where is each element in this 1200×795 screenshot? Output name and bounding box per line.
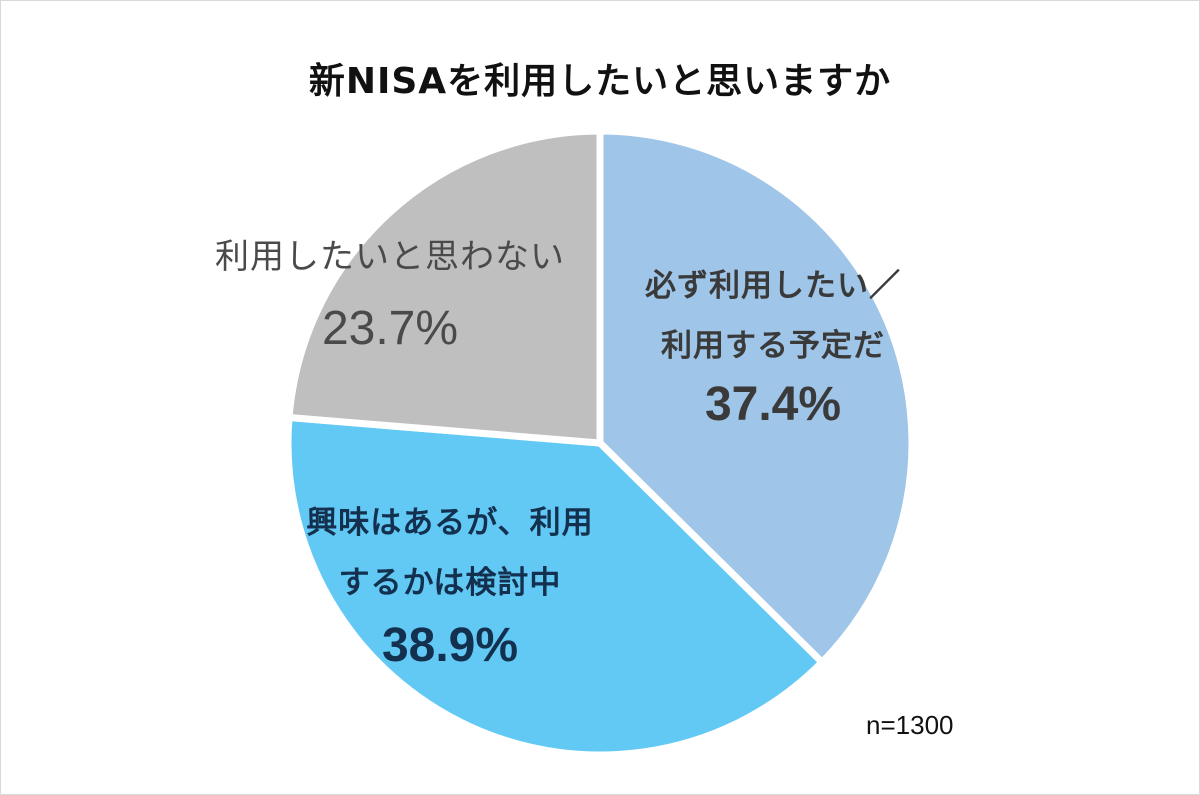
slice-3-label-line-1: 利用したいと思わない — [215, 237, 565, 277]
slice-2-label-line-2: するかは検討中 — [339, 565, 562, 601]
slice-3-value-label: 23.7% — [322, 302, 458, 355]
slice-2-value-label: 38.9% — [382, 619, 518, 672]
pie-slice-1 — [596, 127, 916, 666]
chart-title: 新NISAを利用したいと思いますか — [308, 61, 892, 102]
slice-1-label-line-2: 利用する予定だ — [661, 328, 885, 364]
slice-1-value-label: 37.4% — [705, 378, 841, 431]
pie-slice-3 — [285, 127, 604, 447]
sample-size-note: n=1300 — [866, 710, 954, 740]
pie-slice-2 — [284, 414, 826, 759]
slice-2-label-line-1: 興味はあるが、利用 — [306, 505, 593, 541]
slice-1-label-line-1: 必ず利用したい／ — [645, 268, 901, 304]
